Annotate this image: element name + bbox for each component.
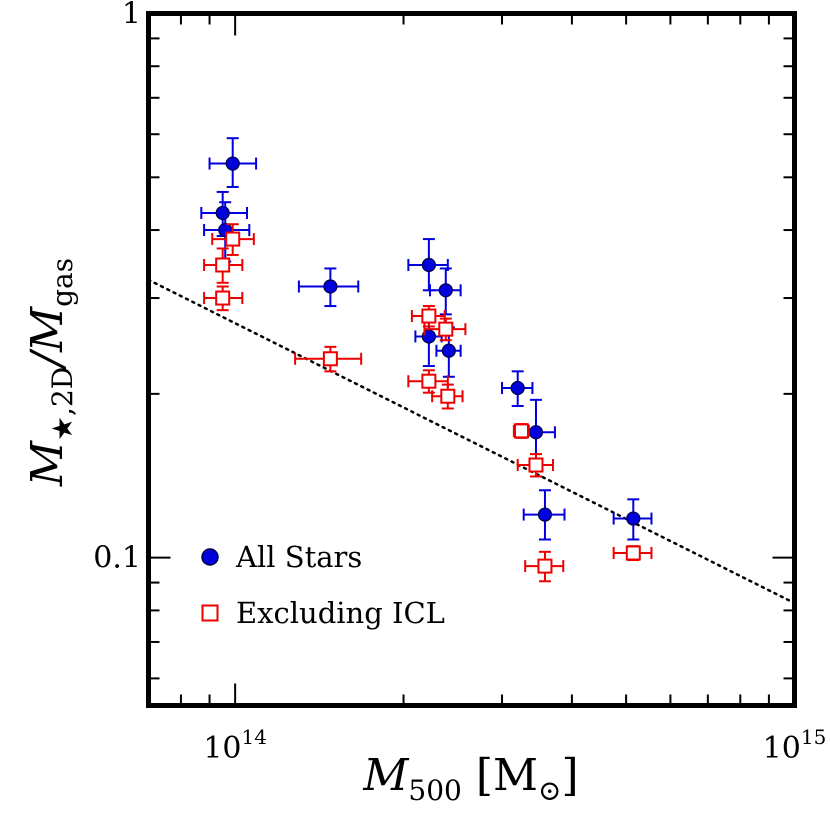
excluding-icl-point	[612, 545, 653, 562]
x-tick-label-base: 10	[203, 731, 241, 766]
legend-label-excluding-icl: Excluding ICL	[236, 596, 445, 630]
excluding-icl-marker	[421, 373, 437, 389]
all-stars-point	[407, 238, 449, 292]
excluding-icl-marker	[438, 321, 454, 337]
x-tick-label-exponent: 14	[242, 725, 267, 749]
all-stars-marker	[537, 507, 553, 522]
legend: All Stars Excluding ICL	[201, 540, 445, 630]
excluding-icl-point	[512, 423, 530, 439]
fit-line-layer	[147, 278, 796, 605]
all-stars-point	[297, 267, 360, 308]
excluding-icl-marker	[225, 231, 241, 247]
excluding-icl-point	[203, 285, 244, 312]
all-stars-point	[428, 267, 462, 316]
y-axis-label-subscript2: gas	[46, 258, 79, 307]
all-stars-marker	[225, 156, 240, 171]
excluding-icl-point	[524, 550, 565, 583]
all-stars-point	[612, 498, 653, 541]
excluding-icl-marker	[322, 351, 338, 367]
excluding-icl-marker	[513, 423, 529, 439]
x-tick-label: 1015	[763, 725, 827, 766]
all-stars-marker	[215, 205, 230, 221]
excluding-icl-marker	[215, 290, 231, 306]
excluding-icl-point	[410, 305, 446, 328]
excluding-icl-point	[423, 317, 467, 342]
all-stars-point	[208, 137, 258, 188]
x-axis-label-unit: [M	[462, 750, 538, 801]
x-axis-label-symbol: M	[362, 750, 409, 801]
y-axis-label-subscript: ★,2D	[46, 367, 79, 441]
x-axis-label-unit-subscript: ⊙	[538, 774, 561, 807]
x-tick-label: 1014	[203, 725, 267, 766]
data-points-layer	[200, 137, 653, 583]
all-stars-point	[522, 489, 566, 541]
x-tick-label-base: 10	[763, 731, 801, 766]
all-stars-marker	[421, 257, 436, 273]
excluding-icl-marker	[537, 558, 553, 574]
all-stars-point	[501, 370, 534, 407]
x-axis-label-close: ]	[562, 750, 579, 801]
all-stars-marker	[441, 343, 456, 358]
excluding-icl-point	[516, 453, 554, 478]
excluding-icl-point	[431, 383, 464, 410]
excluding-icl-marker	[215, 257, 231, 273]
all-stars-marker	[626, 511, 641, 526]
legend-marker-excluding-icl	[201, 604, 219, 622]
y-axis-label-slash: /	[22, 348, 73, 371]
legend-label-all-stars: All Stars	[235, 540, 362, 574]
excluding-icl-marker	[421, 308, 437, 324]
all-stars-marker	[323, 279, 338, 294]
all-stars-marker	[528, 425, 544, 440]
excluding-icl-marker	[528, 457, 544, 473]
plot-frame	[146, 11, 797, 708]
excluding-icl-marker	[625, 545, 641, 561]
y-axis-label-symbol: M	[22, 440, 73, 487]
excluding-icl-point	[211, 223, 255, 256]
fit-line	[147, 278, 796, 605]
y-tick-label: 0.1	[93, 541, 141, 576]
excluding-icl-point	[294, 345, 363, 373]
legend-marker-all-stars	[201, 548, 219, 566]
x-axis-label-subscript: 500	[408, 774, 461, 807]
y-axis-label: M★,2D/Mgas	[22, 258, 79, 487]
all-stars-marker	[510, 380, 525, 396]
all-stars-marker	[438, 283, 453, 298]
y-tick-label: 1	[122, 0, 141, 32]
y-axis-label-symbol2: M	[22, 306, 73, 353]
x-axis-label: M500 [M⊙]	[362, 750, 578, 807]
x-tick-label-exponent: 15	[801, 725, 826, 749]
excluding-icl-marker	[440, 388, 456, 404]
excluding-icl-point	[203, 247, 244, 284]
